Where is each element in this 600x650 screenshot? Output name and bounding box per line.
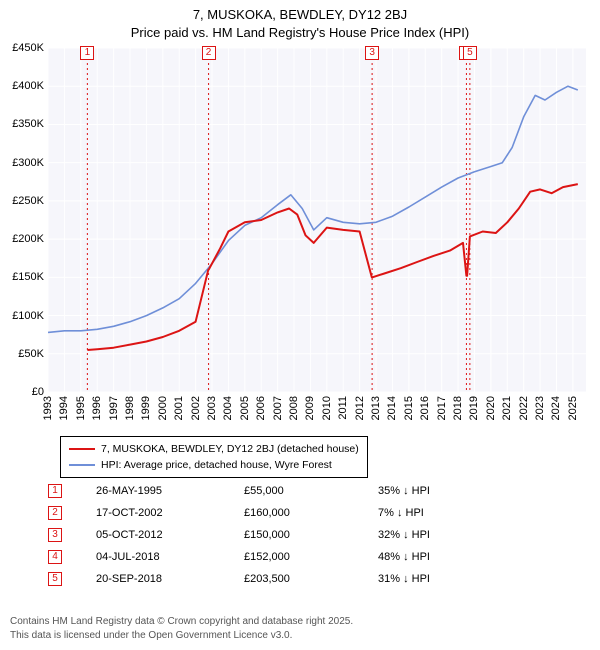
txn-date: 04-JUL-2018 [96, 551, 244, 563]
y-tick-label: £100K [12, 310, 44, 322]
legend-swatch [69, 464, 95, 466]
x-tick-label: 2022 [518, 396, 530, 420]
x-tick-label: 2016 [419, 396, 431, 420]
x-axis: 1993199419951996199719981999200020012002… [48, 392, 586, 436]
x-tick-label: 2006 [255, 396, 267, 420]
y-tick-label: £350K [12, 118, 44, 130]
legend-row: 7, MUSKOKA, BEWDLEY, DY12 2BJ (detached … [69, 441, 359, 457]
x-tick-label: 2019 [468, 396, 480, 420]
txn-marker: 2 [48, 506, 62, 520]
title-line1: 7, MUSKOKA, BEWDLEY, DY12 2BJ [0, 6, 600, 24]
x-tick-label: 1998 [124, 396, 136, 420]
x-tick-label: 2017 [436, 396, 448, 420]
marker-box: 2 [202, 46, 216, 60]
y-tick-label: £400K [12, 80, 44, 92]
txn-price: £55,000 [244, 485, 378, 497]
x-tick-label: 1993 [42, 396, 54, 420]
footer-line2: This data is licensed under the Open Gov… [10, 629, 353, 643]
marker-box: 3 [365, 46, 379, 60]
x-tick-label: 2003 [206, 396, 218, 420]
x-tick-label: 1997 [108, 396, 120, 420]
plot-area: 12345 [48, 48, 586, 392]
x-tick-label: 2004 [222, 396, 234, 420]
footer-line1: Contains HM Land Registry data © Crown c… [10, 615, 353, 629]
txn-price: £160,000 [244, 507, 378, 519]
x-tick-label: 2002 [190, 396, 202, 420]
transactions-table: 1 26-MAY-1995£55,00035% ↓ HPI 2 17-OCT-2002… [48, 480, 578, 590]
chart-svg [48, 48, 586, 392]
x-tick-label: 2009 [304, 396, 316, 420]
chart-title: 7, MUSKOKA, BEWDLEY, DY12 2BJ Price paid… [0, 0, 600, 41]
txn-date: 05-OCT-2012 [96, 529, 244, 541]
txn-marker: 3 [48, 528, 62, 542]
txn-marker: 1 [48, 484, 62, 498]
x-tick-label: 2013 [370, 396, 382, 420]
legend-swatch [69, 448, 95, 450]
footer: Contains HM Land Registry data © Crown c… [10, 615, 353, 642]
txn-date: 20-SEP-2018 [96, 573, 244, 585]
table-row: 2 17-OCT-2002£160,0007% ↓ HPI [48, 502, 578, 524]
x-tick-label: 2012 [354, 396, 366, 420]
x-tick-label: 2020 [485, 396, 497, 420]
marker-box: 5 [463, 46, 477, 60]
x-tick-label: 2018 [452, 396, 464, 420]
txn-price: £152,000 [244, 551, 378, 563]
table-row: 3 05-OCT-2012£150,00032% ↓ HPI [48, 524, 578, 546]
table-row: 4 04-JUL-2018£152,00048% ↓ HPI [48, 546, 578, 568]
y-tick-label: £150K [12, 271, 44, 283]
x-tick-label: 1994 [58, 396, 70, 420]
legend-label: HPI: Average price, detached house, Wyre… [101, 459, 332, 471]
table-row: 1 26-MAY-1995£55,00035% ↓ HPI [48, 480, 578, 502]
txn-marker: 4 [48, 550, 62, 564]
title-line2: Price paid vs. HM Land Registry's House … [0, 24, 600, 42]
y-tick-label: £250K [12, 195, 44, 207]
x-tick-label: 1999 [140, 396, 152, 420]
txn-price: £203,500 [244, 573, 378, 585]
y-tick-label: £450K [12, 42, 44, 54]
x-tick-label: 2024 [550, 396, 562, 420]
x-tick-label: 2014 [386, 396, 398, 420]
y-axis: £0£50K£100K£150K£200K£250K£300K£350K£400… [0, 48, 48, 392]
x-tick-label: 2025 [567, 396, 579, 420]
txn-date: 26-MAY-1995 [96, 485, 244, 497]
legend-row: HPI: Average price, detached house, Wyre… [69, 457, 359, 473]
marker-box: 1 [80, 46, 94, 60]
y-tick-label: £200K [12, 233, 44, 245]
y-tick-label: £300K [12, 157, 44, 169]
legend: 7, MUSKOKA, BEWDLEY, DY12 2BJ (detached … [60, 436, 368, 478]
txn-delta: 35% ↓ HPI [378, 485, 508, 497]
legend-label: 7, MUSKOKA, BEWDLEY, DY12 2BJ (detached … [101, 443, 359, 455]
x-tick-label: 2000 [157, 396, 169, 420]
txn-date: 17-OCT-2002 [96, 507, 244, 519]
x-tick-label: 2023 [534, 396, 546, 420]
x-tick-label: 2015 [403, 396, 415, 420]
x-tick-label: 2021 [501, 396, 513, 420]
txn-delta: 48% ↓ HPI [378, 551, 508, 563]
txn-price: £150,000 [244, 529, 378, 541]
x-tick-label: 2008 [288, 396, 300, 420]
txn-marker: 5 [48, 572, 62, 586]
txn-delta: 7% ↓ HPI [378, 507, 508, 519]
x-tick-label: 2011 [337, 396, 349, 420]
txn-delta: 31% ↓ HPI [378, 573, 508, 585]
x-tick-label: 2001 [173, 396, 185, 420]
x-tick-label: 2007 [272, 396, 284, 420]
x-tick-label: 2010 [321, 396, 333, 420]
x-tick-label: 1995 [75, 396, 87, 420]
x-tick-label: 2005 [239, 396, 251, 420]
table-row: 5 20-SEP-2018£203,50031% ↓ HPI [48, 568, 578, 590]
x-tick-label: 1996 [91, 396, 103, 420]
y-tick-label: £50K [18, 348, 44, 360]
txn-delta: 32% ↓ HPI [378, 529, 508, 541]
